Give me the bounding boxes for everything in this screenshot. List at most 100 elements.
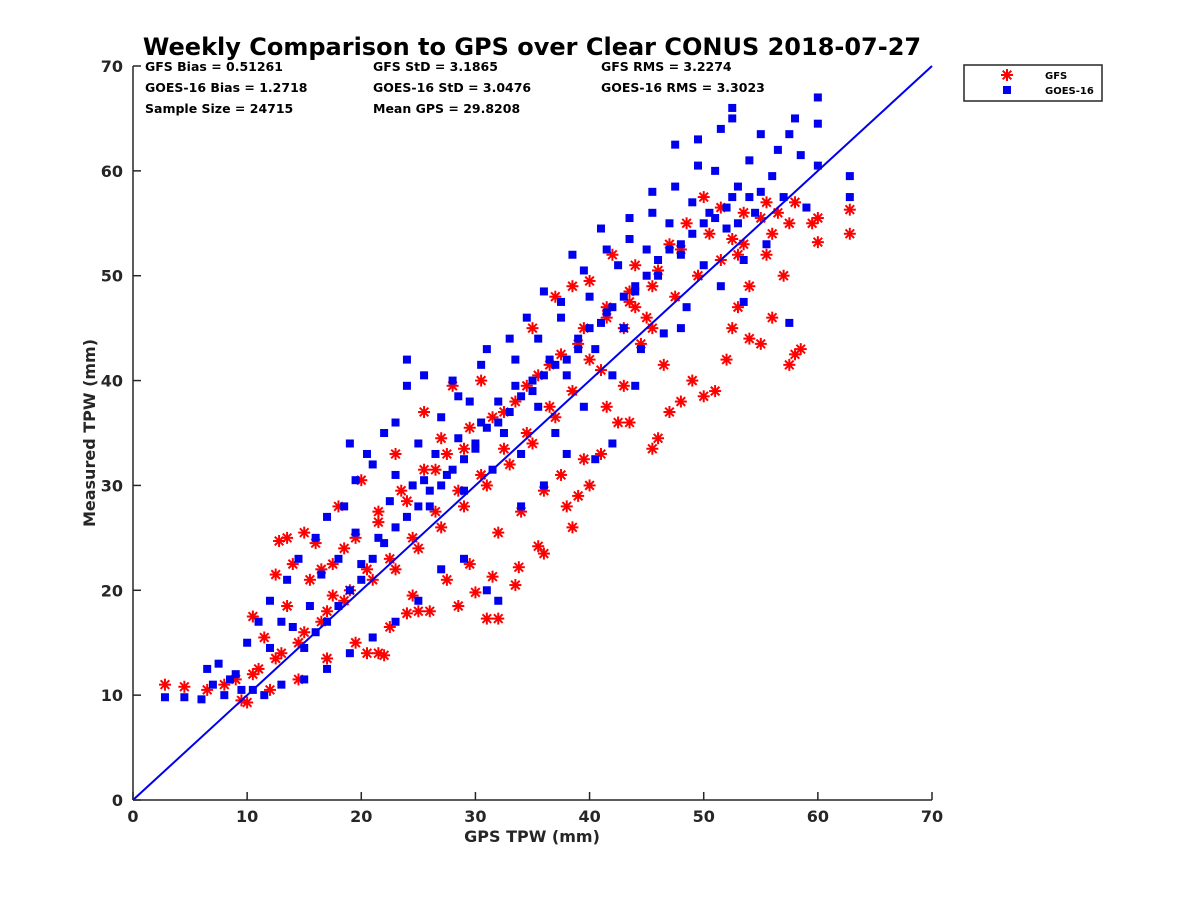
goes-16-point xyxy=(317,570,326,579)
goes-16-point xyxy=(716,282,725,291)
gfs-point xyxy=(754,337,767,350)
goes-16-point xyxy=(482,423,491,432)
gfs-point xyxy=(811,236,824,249)
gfs-point xyxy=(429,463,442,476)
gfs-point xyxy=(583,479,596,492)
goes-16-point xyxy=(614,261,623,270)
goes-16-point xyxy=(214,659,223,668)
gfs-point xyxy=(281,531,294,544)
goes-16-point xyxy=(528,387,537,396)
goes-16-point xyxy=(402,355,411,364)
gfs-point xyxy=(600,400,613,413)
x-tick-label: 60 xyxy=(807,807,829,826)
goes-16-point xyxy=(454,434,463,443)
goes-16-point xyxy=(437,481,446,490)
goes-16-point xyxy=(813,119,822,128)
gfs-point xyxy=(697,390,710,403)
goes-16-point xyxy=(557,313,566,322)
goes-16-point xyxy=(180,693,189,702)
goes-16-point xyxy=(305,602,314,611)
goes-16-point xyxy=(779,193,788,202)
goes-16-point xyxy=(694,135,703,144)
goes-16-point xyxy=(699,219,708,228)
goes-16-point xyxy=(608,439,617,448)
x-axis-label: GPS TPW (mm) xyxy=(464,827,600,846)
gfs-point xyxy=(560,500,573,513)
goes-16-point xyxy=(340,502,349,511)
gfs-point xyxy=(298,526,311,539)
goes-16-point xyxy=(391,523,400,532)
y-axis-label: Measured TPW (mm) xyxy=(80,339,99,527)
goes-16-point xyxy=(414,502,423,511)
gfs-point xyxy=(458,500,471,513)
gfs-point xyxy=(657,358,670,371)
goes-16-point xyxy=(414,596,423,605)
gfs-point xyxy=(349,636,362,649)
x-tick-label: 50 xyxy=(693,807,715,826)
goes-16-point xyxy=(739,297,748,306)
goes-16-point xyxy=(676,240,685,249)
x-tick-label: 20 xyxy=(350,807,372,826)
gfs-point xyxy=(463,421,476,434)
y-tick-label: 50 xyxy=(101,267,123,286)
legend-box xyxy=(963,64,1103,102)
goes-16-point xyxy=(368,554,377,563)
gfs-point xyxy=(321,605,334,618)
gfs-point xyxy=(469,586,482,599)
goes-16-point xyxy=(334,602,343,611)
gfs-point xyxy=(400,495,413,508)
gfs-point xyxy=(674,395,687,408)
goes-16-point xyxy=(311,533,320,542)
goes-16-point xyxy=(288,622,297,631)
goes-16-point xyxy=(454,392,463,401)
goes-16-point xyxy=(368,633,377,642)
goes-16-point xyxy=(585,292,594,301)
goes-16-point xyxy=(711,214,720,223)
gfs-point xyxy=(321,652,334,665)
stat-goes-std: GOES-16 StD = 3.0476 xyxy=(373,80,531,95)
gfs-point xyxy=(452,600,465,613)
gfs-point xyxy=(258,631,271,644)
goes-16-point xyxy=(431,449,440,458)
gfs-point xyxy=(640,311,653,324)
goes-16-point xyxy=(391,617,400,626)
gfs-point xyxy=(326,589,339,602)
goes-16-point xyxy=(562,449,571,458)
gfs-point xyxy=(720,353,733,366)
gfs-point xyxy=(629,301,642,314)
gfs-point xyxy=(480,479,493,492)
legend-gfs-label: GFS xyxy=(1045,71,1067,82)
goes-16-point xyxy=(671,140,680,149)
gfs-point xyxy=(572,489,585,502)
gfs-point xyxy=(486,411,499,424)
goes-16-point xyxy=(334,554,343,563)
goes-16-point xyxy=(539,371,548,380)
gfs-point xyxy=(372,516,385,529)
goes-16-point xyxy=(768,172,777,181)
goes-16-point xyxy=(283,575,292,584)
gfs-point xyxy=(629,259,642,272)
y-tick-label: 10 xyxy=(101,686,123,705)
gfs-point xyxy=(326,558,339,571)
goes-16-point xyxy=(265,596,274,605)
gfs-point xyxy=(760,196,773,209)
goes-16-point xyxy=(374,533,383,542)
gfs-point xyxy=(269,568,282,581)
goes-16-point xyxy=(813,93,822,102)
goes-16-point xyxy=(460,554,469,563)
goes-16-point xyxy=(791,114,800,123)
goes-16-point xyxy=(345,649,354,658)
goes-16-point xyxy=(733,182,742,191)
goes-16-point xyxy=(745,193,754,202)
y-tick-label: 30 xyxy=(101,476,123,495)
gfs-point xyxy=(252,662,265,675)
gfs-point xyxy=(777,269,790,282)
gfs-point xyxy=(555,468,568,481)
goes-16-point xyxy=(728,193,737,202)
goes-16-point xyxy=(362,449,371,458)
gfs-point xyxy=(726,233,739,246)
goes-16-point xyxy=(642,271,651,280)
goes-16-point xyxy=(545,355,554,364)
goes-16-point xyxy=(482,586,491,595)
